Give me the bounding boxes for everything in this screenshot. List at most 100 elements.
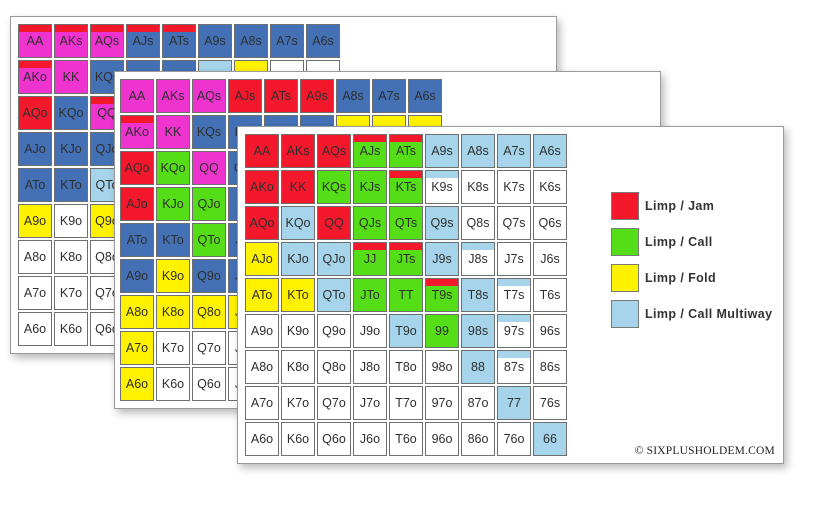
hand-label: AKo (23, 70, 47, 84)
hand-cell: A9s (300, 79, 334, 113)
hand-cell: AJo (120, 187, 154, 221)
hand-cell: KK (281, 170, 315, 204)
secondary-action-stripe (426, 279, 458, 286)
hand-label: J6o (359, 432, 381, 446)
hand-label: KTo (60, 178, 82, 192)
hand-label: A8s (240, 34, 262, 48)
hand-cell: K8o (281, 350, 315, 384)
hand-cell: A8s (336, 79, 370, 113)
hand-label: K9o (286, 324, 310, 338)
hand-label: A6o (125, 377, 149, 391)
hand-label: AKs (286, 144, 310, 158)
hand-label: A7s (276, 34, 298, 48)
hand-cell: K8s (461, 170, 495, 204)
hand-cell: J9o (353, 314, 387, 348)
hand-label: KJo (60, 142, 82, 156)
hand-cell: AA (18, 24, 52, 58)
hand-label: J7o (359, 396, 381, 410)
hand-label: Q6o (95, 322, 119, 336)
range-chart-card-front: AA AKs AQs AJs ATs A9s A8s A7s A6s AKo KK KQs KJs KTs… (237, 126, 784, 464)
hand-cell: K7o (281, 386, 315, 420)
hand-label: Q8o (95, 250, 119, 264)
hand-cell: KQo (156, 151, 190, 185)
hand-label: K7o (286, 396, 310, 410)
hand-cell: 77 (497, 386, 531, 420)
hand-cell: KJs (353, 170, 387, 204)
secondary-action-stripe (390, 243, 422, 250)
hand-cell: AQs (317, 134, 351, 168)
hand-cell: K9o (54, 204, 88, 238)
hand-cell: T8s (461, 278, 495, 312)
hand-cell: AKo (120, 115, 154, 149)
hand-cell: T9s (425, 278, 459, 312)
hand-cell: KK (156, 115, 190, 149)
hand-label: QJo (95, 142, 119, 156)
hand-cell: J8o (353, 350, 387, 384)
hand-cell: A9o (245, 314, 279, 348)
hand-cell: AJs (126, 24, 160, 58)
hand-cell: A8o (120, 295, 154, 329)
hand-label: T7o (395, 396, 417, 410)
hand-label: KQs (196, 125, 222, 139)
legend: Limp / Jam Limp / Call Limp / Fold Limp … (611, 191, 772, 335)
hand-cell: T6s (533, 278, 567, 312)
secondary-action-stripe (354, 135, 386, 142)
hand-label: Q9s (430, 216, 454, 230)
hand-label: KQs (321, 180, 347, 194)
hand-label: A6s (312, 34, 334, 48)
hand-label: QQ (324, 216, 344, 230)
hand-label: A8o (125, 305, 149, 319)
hand-cell: 76s (533, 386, 567, 420)
hand-label: A7o (23, 286, 47, 300)
hand-cell: 96s (533, 314, 567, 348)
hand-label: K7o (161, 341, 185, 355)
secondary-action-stripe (127, 25, 159, 32)
hand-label: 86s (539, 360, 561, 374)
hand-label: Q6s (538, 216, 562, 230)
hand-cell: Q6o (192, 367, 226, 401)
hand-label: 76s (539, 396, 561, 410)
hand-label: QJo (197, 197, 221, 211)
hand-cell: A6s (306, 24, 340, 58)
hand-label: K7o (59, 286, 83, 300)
hand-cell: 66 (533, 422, 567, 456)
hand-cell: Q8s (461, 206, 495, 240)
hand-label: Q7o (322, 396, 346, 410)
hand-cell: A8s (461, 134, 495, 168)
hand-label: AQo (249, 216, 275, 230)
hand-cell: Q8o (192, 295, 226, 329)
hand-label: Q8s (466, 216, 490, 230)
hand-label: K6o (59, 322, 83, 336)
hand-label: ATs (169, 34, 189, 48)
hand-cell: AKs (156, 79, 190, 113)
hand-cell: K6o (54, 312, 88, 346)
hand-label: QTo (95, 178, 119, 192)
legend-item-limp-call: Limp / Call (611, 227, 772, 257)
hand-cell: Q9s (425, 206, 459, 240)
legend-label: Limp / Call Multiway (645, 307, 773, 321)
hand-cell: QJo (192, 187, 226, 221)
hand-cell: Q9o (317, 314, 351, 348)
hand-cell: T6o (389, 422, 423, 456)
secondary-action-stripe (121, 116, 153, 123)
hand-label: T9o (395, 324, 417, 338)
hand-label: KK (164, 125, 182, 139)
hand-label: A6o (250, 432, 274, 446)
hand-label: KK (62, 70, 80, 84)
secondary-action-stripe (19, 25, 51, 32)
hand-cell: T7s (497, 278, 531, 312)
hand-cell: AA (245, 134, 279, 168)
hand-label: A9o (125, 269, 149, 283)
hand-cell: Q6o (317, 422, 351, 456)
hand-label: A8o (23, 250, 47, 264)
hand-cell: 76o (497, 422, 531, 456)
hand-label: 66 (543, 432, 557, 446)
hand-cell: QJs (353, 206, 387, 240)
hand-label: KQo (160, 161, 186, 175)
secondary-action-stripe (498, 315, 530, 322)
hand-label: K8o (161, 305, 185, 319)
hand-cell: A8s (234, 24, 268, 58)
hand-label: K6o (161, 377, 185, 391)
hand-label: A6s (539, 144, 561, 158)
hand-cell: ATo (245, 278, 279, 312)
